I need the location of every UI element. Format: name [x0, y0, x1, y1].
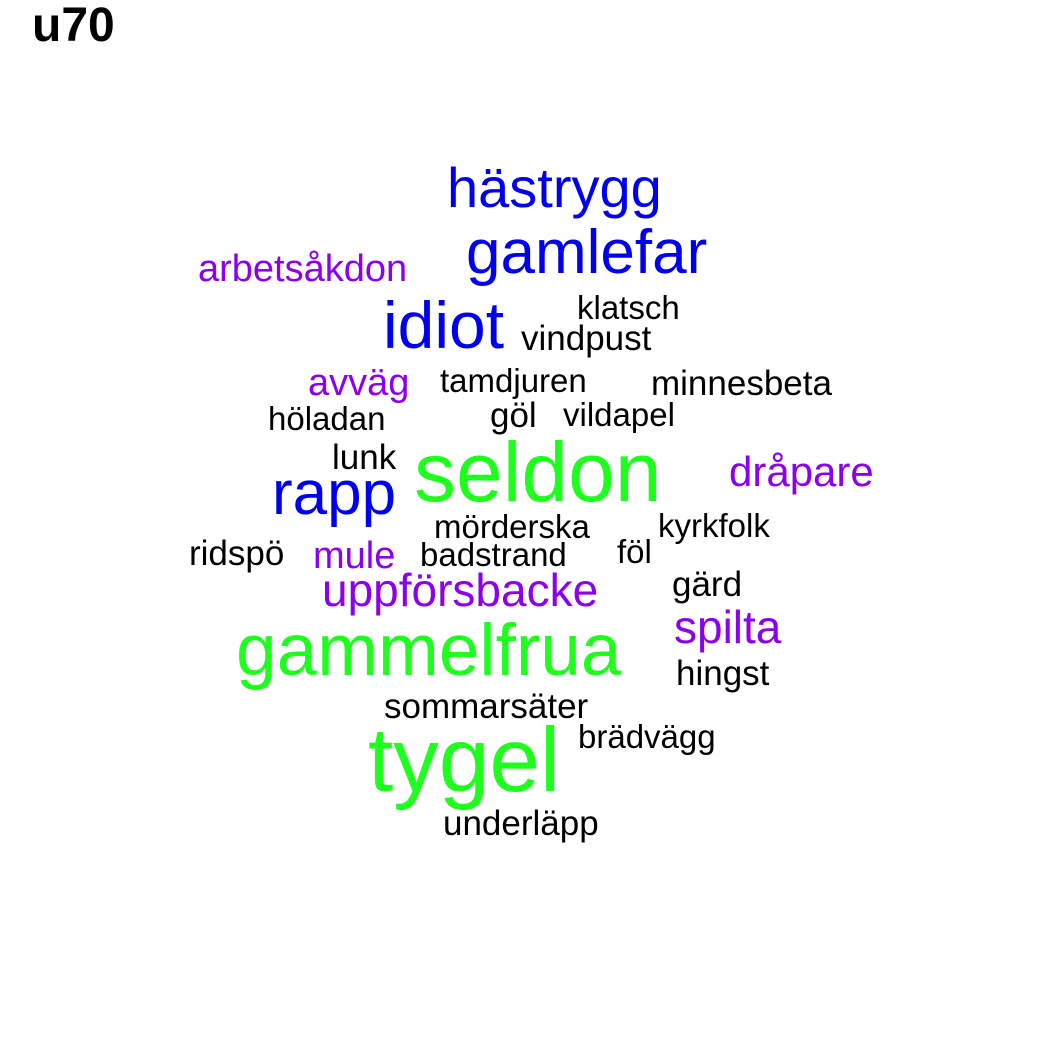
cloud-word: underläpp — [443, 804, 599, 843]
cloud-word: hingst — [676, 654, 770, 693]
cloud-word: arbetsåkdon — [198, 248, 408, 290]
cloud-word: uppförsbacke — [322, 564, 599, 616]
cloud-word: höladan — [268, 400, 386, 437]
cloud-word: hästrygg — [447, 156, 662, 219]
cloud-word: gamlefar — [466, 218, 708, 287]
cloud-word: dråpare — [729, 448, 874, 495]
cloud-word: spilta — [674, 601, 782, 653]
cloud-word: mörderska — [434, 508, 590, 545]
cloud-word: idiot — [383, 288, 505, 362]
cloud-word: vildapel — [563, 396, 675, 433]
cloud-word: mule — [313, 535, 396, 577]
cloud-word: kyrkfolk — [658, 507, 770, 544]
cloud-word: tamdjuren — [440, 362, 587, 399]
cloud-word: brädvägg — [578, 718, 716, 755]
cloud-word: seldon — [414, 425, 662, 519]
cloud-word: gärd — [672, 565, 743, 604]
cloud-word: vindpust — [521, 319, 652, 358]
cloud-word: ridspö — [189, 534, 285, 573]
cloud-word: minnesbeta — [651, 364, 832, 403]
cloud-word: badstrand — [420, 536, 567, 573]
cloud-word: tygel — [368, 710, 561, 811]
cloud-title: u70 — [32, 0, 115, 52]
cloud-word: göl — [490, 396, 537, 435]
cloud-word: sommarsäter — [384, 687, 589, 726]
cloud-word: avväg — [308, 362, 410, 404]
cloud-word: lunk — [332, 438, 397, 477]
cloud-word: gammelfrua — [236, 610, 622, 691]
cloud-word: klatsch — [577, 289, 680, 326]
cloud-word: föl — [617, 533, 652, 570]
cloud-word: rapp — [272, 459, 397, 528]
